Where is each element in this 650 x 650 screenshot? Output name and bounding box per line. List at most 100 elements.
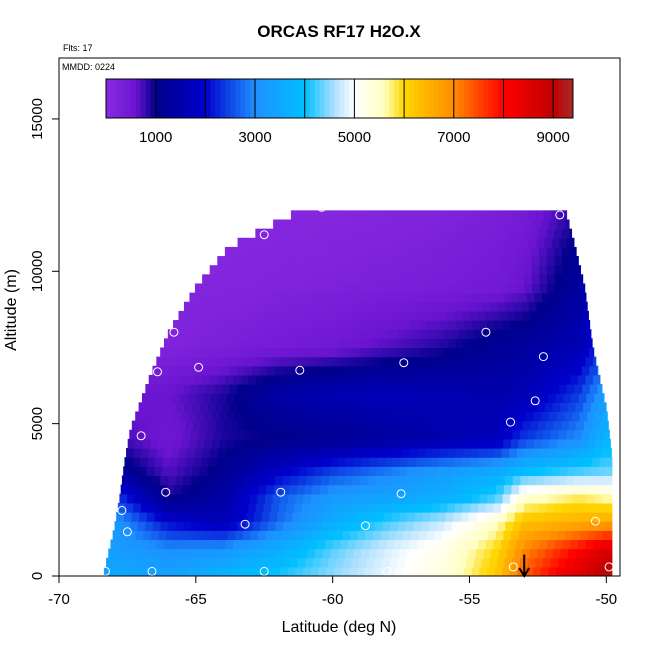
heatmap-cell [525, 320, 534, 330]
heatmap-cell [325, 448, 334, 458]
heatmap-cell [557, 530, 566, 541]
heatmap-cell [376, 402, 385, 413]
heatmap-cell [558, 429, 567, 440]
heatmap-cell [162, 512, 171, 522]
heatmap-cell [243, 557, 253, 568]
heatmap-cell [326, 411, 336, 422]
heatmap-cell [332, 283, 342, 294]
heatmap-cell [263, 356, 272, 367]
heatmap-cell [551, 237, 560, 248]
heatmap-cell [285, 310, 295, 321]
colorbar-segment [230, 79, 236, 118]
heatmap-cell [571, 320, 580, 330]
heatmap-cell [494, 320, 504, 330]
heatmap-cell [196, 530, 206, 541]
heatmap-cell [249, 566, 258, 576]
colorbar-segment [548, 79, 554, 118]
heatmap-cell [211, 493, 220, 504]
heatmap-cell [520, 210, 530, 221]
heatmap-cell [213, 329, 223, 339]
heatmap-cell [321, 521, 330, 531]
heatmap-cell [237, 384, 246, 394]
heatmap-cell [275, 521, 284, 531]
heatmap-cell [410, 493, 419, 504]
heatmap-cell [206, 475, 215, 486]
heatmap-cell [125, 539, 135, 550]
heatmap-cell [505, 384, 514, 394]
heatmap-cell [347, 356, 357, 367]
colorbar-frame [105, 78, 574, 119]
heatmap-cell [263, 256, 272, 266]
heatmap-cell [150, 493, 159, 504]
heatmap-cell [240, 283, 250, 294]
heatmap-cell [234, 566, 243, 576]
colorbar-segment [488, 79, 495, 118]
heatmap-cell [173, 320, 182, 330]
heatmap-cell [417, 283, 426, 294]
heatmap-cell [532, 448, 541, 458]
heatmap-cell [138, 466, 147, 477]
heatmap-cell [227, 484, 237, 495]
heatmap-cell [568, 512, 577, 522]
heatmap-cell [581, 557, 590, 568]
heatmap-cell [365, 219, 374, 230]
heatmap-cell [421, 521, 430, 531]
heatmap-cell [221, 521, 231, 531]
heatmap-cell [466, 329, 475, 339]
heatmap-cell [405, 384, 415, 394]
heatmap-cell [602, 438, 611, 449]
heatmap-cell [148, 502, 157, 513]
heatmap-cell [551, 475, 560, 486]
heatmap-cell [498, 237, 507, 248]
heatmap-cell [531, 228, 540, 239]
heatmap-cell [413, 475, 422, 486]
heatmap-cell [317, 502, 326, 513]
heatmap-cell [474, 521, 483, 531]
heatmap-cell [368, 402, 377, 413]
heatmap-cell [225, 356, 234, 367]
heatmap-cell [393, 265, 402, 275]
heatmap-cell [569, 256, 579, 266]
heatmap-cell [367, 210, 376, 221]
heatmap-cell [440, 448, 449, 458]
heatmap-cell [442, 484, 451, 495]
heatmap-cell [375, 237, 384, 248]
heatmap-cell [210, 283, 219, 294]
heatmap-cell [166, 484, 175, 495]
heatmap-cell [364, 566, 373, 576]
heatmap-cell [528, 237, 537, 248]
heatmap-cell [234, 438, 244, 449]
heatmap-cell [474, 429, 483, 440]
heatmap-cell [385, 256, 395, 266]
heatmap-cell [377, 310, 386, 321]
heatmap-cell [532, 283, 541, 294]
heatmap-cell [259, 329, 269, 339]
heatmap-cell [280, 411, 290, 422]
heatmap-cell [428, 329, 437, 339]
heatmap-cell [186, 502, 196, 513]
heatmap-cell [580, 530, 589, 541]
heatmap-cell [538, 228, 548, 239]
heatmap-cell [485, 274, 494, 285]
heatmap-cell [475, 402, 485, 413]
colorbar-segment [155, 79, 162, 118]
heatmap-cell [164, 448, 173, 458]
heatmap-cell [596, 365, 599, 376]
heatmap-cell [236, 365, 246, 376]
sample-point [240, 519, 250, 529]
heatmap-cell [359, 384, 369, 394]
heatmap-cell [240, 539, 249, 550]
heatmap-cell [593, 374, 601, 385]
heatmap-cell [520, 384, 530, 394]
heatmap-cell [455, 448, 464, 458]
heatmap-cell [446, 310, 455, 321]
heatmap-cell [536, 301, 545, 312]
heatmap-cell [451, 365, 460, 376]
heatmap-cell [402, 320, 412, 330]
heatmap-cell [148, 374, 157, 385]
heatmap-cell [528, 384, 537, 394]
heatmap-cell [376, 466, 385, 477]
heatmap-cell [546, 228, 555, 239]
heatmap-cell [238, 548, 247, 559]
heatmap-cell [443, 365, 452, 376]
